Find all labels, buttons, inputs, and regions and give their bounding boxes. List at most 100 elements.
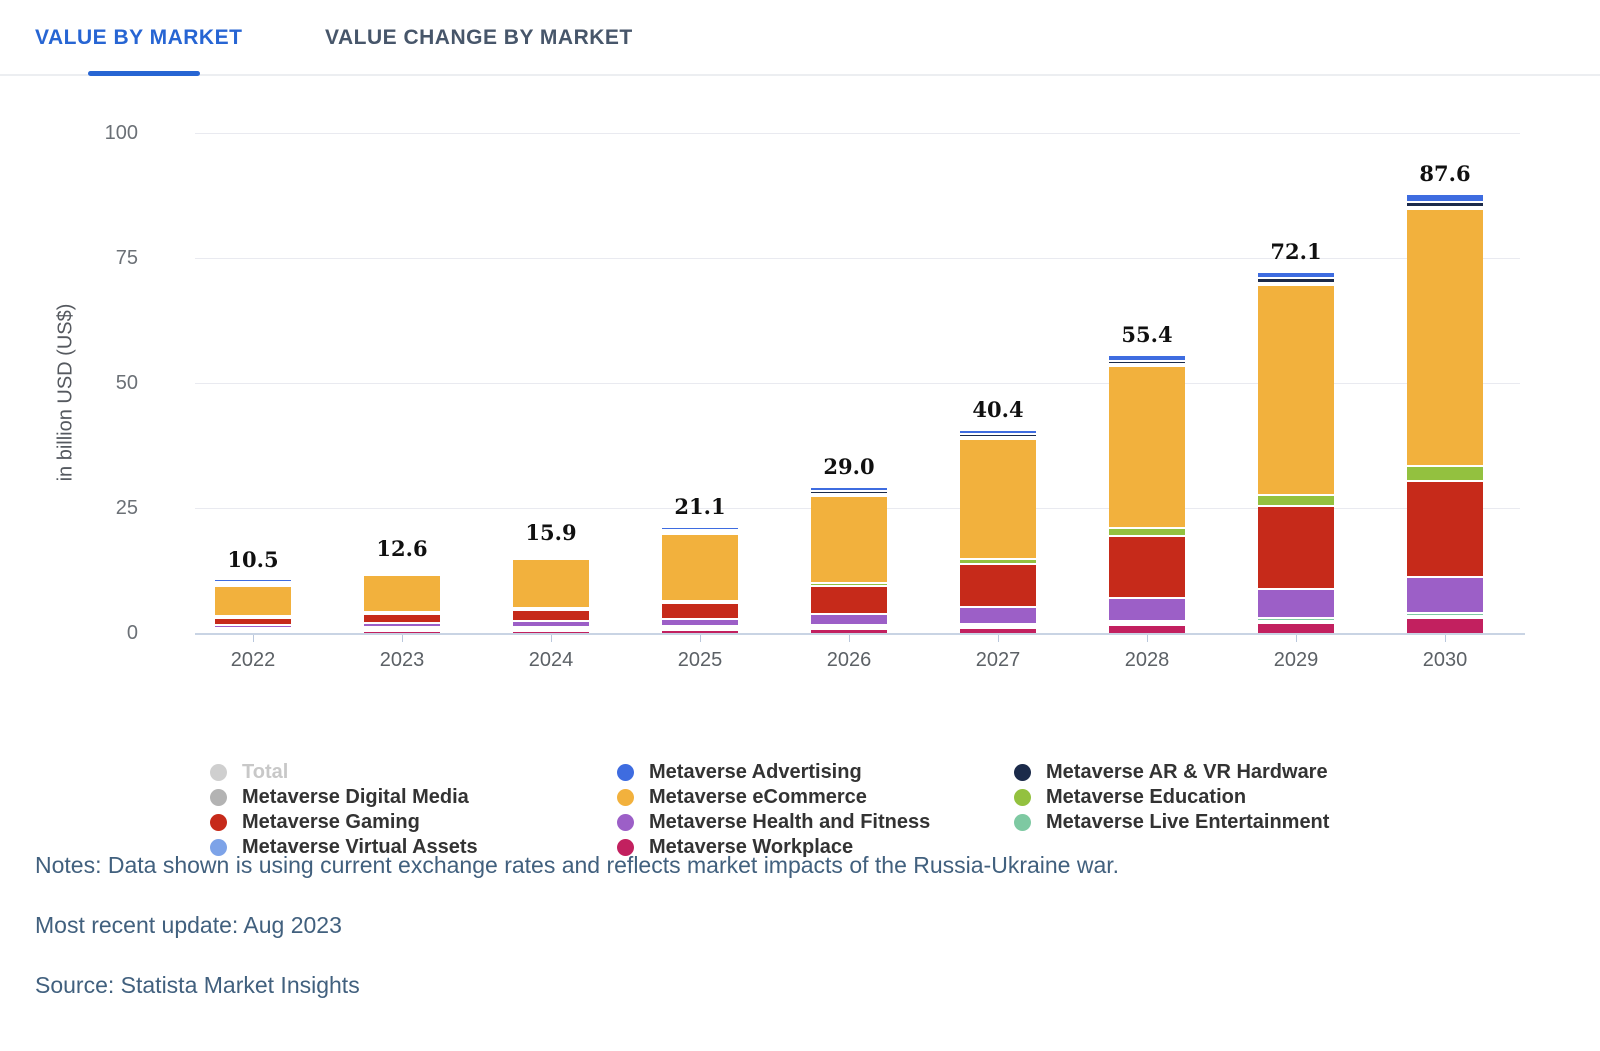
bar-segment[interactable] <box>364 630 440 633</box>
bar-segment[interactable] <box>662 625 738 628</box>
bar-segment[interactable] <box>1407 195 1483 201</box>
tab-value-change-by-market[interactable]: VALUE CHANGE BY MARKET <box>325 0 633 76</box>
bar-segment[interactable] <box>364 611 440 614</box>
bar-segment[interactable] <box>1258 272 1334 277</box>
bar-2023[interactable] <box>364 570 440 633</box>
bar-segment[interactable] <box>960 558 1036 563</box>
bar-segment[interactable] <box>811 492 887 495</box>
bar-2022[interactable] <box>215 580 291 633</box>
bar-segment[interactable] <box>513 627 589 630</box>
bar-segment[interactable] <box>960 626 1036 633</box>
bar-segment[interactable] <box>1109 622 1185 625</box>
bar-segment[interactable] <box>215 630 291 633</box>
bar-segment[interactable] <box>513 629 589 633</box>
legend-item-metaverse-health-and-fitness[interactable]: Metaverse Health and Fitness <box>617 810 930 835</box>
bar-segment[interactable] <box>215 628 291 631</box>
bar-segment[interactable] <box>960 433 1036 437</box>
bar-segment[interactable] <box>1109 356 1185 360</box>
legend-item-metaverse-live-entertainment[interactable]: Metaverse Live Entertainment <box>1014 810 1329 835</box>
bar-segment[interactable] <box>1407 575 1483 612</box>
bar-segment[interactable] <box>513 554 589 557</box>
bar-segment[interactable] <box>662 527 738 529</box>
bar-segment[interactable] <box>364 574 440 612</box>
bar-segment[interactable] <box>811 490 887 493</box>
bar-segment[interactable] <box>513 553 589 555</box>
legend-item-metaverse-education[interactable]: Metaverse Education <box>1014 785 1329 810</box>
bar-segment[interactable] <box>662 532 738 600</box>
bar-segment[interactable] <box>960 438 1036 559</box>
bar-segment[interactable] <box>1407 617 1483 633</box>
bar-segment[interactable] <box>364 626 440 629</box>
bar-segment[interactable] <box>811 494 887 583</box>
bar-segment[interactable] <box>1258 283 1334 495</box>
bar-segment[interactable] <box>215 615 291 618</box>
bar-segment[interactable] <box>1258 277 1334 282</box>
bar-segment[interactable] <box>1258 281 1334 284</box>
bar-segment[interactable] <box>1109 526 1185 536</box>
bar-segment[interactable] <box>215 584 291 616</box>
bar-segment[interactable] <box>364 572 440 575</box>
bar-segment[interactable] <box>1109 535 1185 597</box>
bar-segment[interactable] <box>960 605 1036 623</box>
legend-item-metaverse-virtual-assets[interactable]: Metaverse Virtual Assets <box>210 835 478 860</box>
bar-segment[interactable] <box>513 625 589 628</box>
bar-segment[interactable] <box>1258 494 1334 506</box>
bar-segment[interactable] <box>1258 619 1334 622</box>
bar-2030[interactable] <box>1407 195 1483 633</box>
bar-segment[interactable] <box>1407 615 1483 617</box>
bar-2025[interactable] <box>662 527 738 633</box>
bar-segment[interactable] <box>662 627 738 630</box>
bar-segment[interactable] <box>960 622 1036 625</box>
bar-segment[interactable] <box>364 621 440 627</box>
bar-segment[interactable] <box>364 628 440 631</box>
bar-segment[interactable] <box>1407 464 1483 480</box>
bar-segment[interactable] <box>1109 620 1185 623</box>
bar-segment[interactable] <box>1258 588 1334 618</box>
bar-segment[interactable] <box>662 617 738 626</box>
bar-segment[interactable] <box>811 624 887 627</box>
bar-segment[interactable] <box>662 601 738 618</box>
bar-segment[interactable] <box>513 619 589 626</box>
bar-segment[interactable] <box>960 431 1036 434</box>
bar-segment[interactable] <box>513 606 589 609</box>
bar-segment[interactable] <box>1109 359 1185 363</box>
bar-2028[interactable] <box>1109 356 1185 633</box>
bar-segment[interactable] <box>513 558 589 607</box>
bar-segment[interactable] <box>1407 205 1483 208</box>
bar-2029[interactable] <box>1258 272 1334 633</box>
legend-item-metaverse-advertising[interactable]: Metaverse Advertising <box>617 760 930 785</box>
bar-segment[interactable] <box>662 629 738 633</box>
bar-segment[interactable] <box>513 556 589 559</box>
legend-item-metaverse-digital-media[interactable]: Metaverse Digital Media <box>210 785 478 810</box>
legend-item-metaverse-ar-vr-hardware[interactable]: Metaverse AR & VR Hardware <box>1014 760 1329 785</box>
bar-2027[interactable] <box>960 431 1036 633</box>
tab-value-by-market[interactable]: VALUE BY MARKET <box>35 0 242 76</box>
bar-segment[interactable] <box>1258 621 1334 633</box>
legend-item-total[interactable]: Total <box>210 760 478 785</box>
legend-item-metaverse-gaming[interactable]: Metaverse Gaming <box>210 810 478 835</box>
bar-segment[interactable] <box>811 612 887 625</box>
bar-segment[interactable] <box>1258 505 1334 589</box>
bar-segment[interactable] <box>1109 624 1185 633</box>
bar-segment[interactable] <box>1109 365 1185 527</box>
bar-segment[interactable] <box>513 608 589 620</box>
bar-segment[interactable] <box>215 623 291 627</box>
bar-segment[interactable] <box>662 599 738 602</box>
bar-segment[interactable] <box>1407 612 1483 615</box>
legend-item-metaverse-ecommerce[interactable]: Metaverse eCommerce <box>617 785 930 810</box>
bar-segment[interactable] <box>1407 479 1483 576</box>
bar-segment[interactable] <box>215 617 291 624</box>
bar-2026[interactable] <box>811 488 887 633</box>
bar-segment[interactable] <box>960 624 1036 627</box>
bar-segment[interactable] <box>662 528 738 531</box>
bar-segment[interactable] <box>1407 207 1483 465</box>
bar-segment[interactable] <box>811 628 887 633</box>
bar-segment[interactable] <box>811 626 887 629</box>
bar-segment[interactable] <box>811 585 887 613</box>
bar-segment[interactable] <box>811 488 887 491</box>
bar-segment[interactable] <box>1258 617 1334 620</box>
bar-segment[interactable] <box>960 436 1036 439</box>
bar-segment[interactable] <box>215 582 291 585</box>
bar-segment[interactable] <box>960 562 1036 606</box>
bar-segment[interactable] <box>215 580 291 583</box>
